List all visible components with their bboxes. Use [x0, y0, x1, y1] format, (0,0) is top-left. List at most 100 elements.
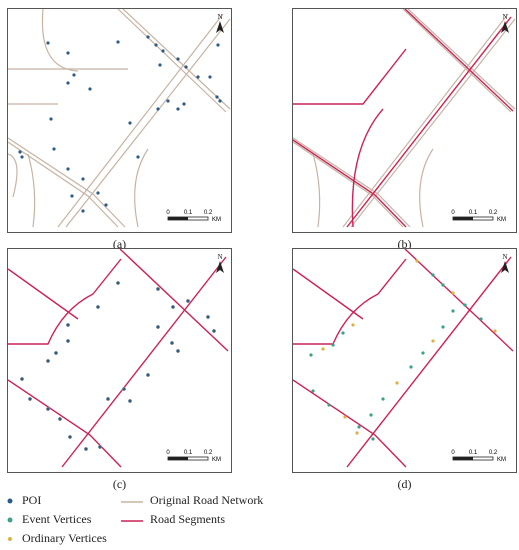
scale-bar-b: 0 0.1 0.2 KM [451, 210, 506, 223]
road-segment-legend-icon [121, 520, 143, 522]
poi-point [128, 399, 132, 403]
poi-point [182, 102, 186, 106]
legend-event-vertices: Event Vertices [22, 512, 92, 526]
poi-point [161, 49, 165, 53]
poi-point [104, 203, 108, 207]
poi-point [176, 107, 180, 111]
event-vertex [369, 413, 373, 417]
scale-tick-1: 0.1 [469, 210, 478, 216]
caption-c: (c) [112, 477, 127, 491]
ordinary-vertex [321, 347, 325, 351]
event-vertex [381, 397, 385, 401]
poi-point [156, 325, 160, 329]
scale-tick-1: 0.1 [469, 450, 478, 456]
legend-original-road-network: Original Road Network [150, 493, 264, 507]
poi-point [196, 75, 200, 79]
ordinary-vertex [451, 291, 455, 295]
event-vertex [341, 331, 345, 335]
poi-point [206, 315, 210, 319]
poi-point [20, 155, 24, 159]
ordinary-vertex [415, 259, 419, 263]
poi-point [156, 287, 160, 291]
vertices-layer-d [309, 259, 497, 441]
poi-point [46, 41, 50, 45]
scale-tick-0: 0 [451, 450, 455, 456]
poi-point [218, 99, 222, 103]
poi-point [66, 81, 70, 85]
poi-point [186, 299, 190, 303]
poi-point [154, 43, 158, 47]
map-c-svg: N 0 0.1 0.2 KM [8, 249, 229, 468]
road-segments-d [293, 249, 514, 468]
caption-b: (b) [397, 237, 412, 251]
poi-point [171, 305, 175, 309]
legend-road-segments: Road Segments [150, 512, 225, 526]
event-vertex [431, 273, 435, 277]
poi-point [66, 167, 70, 171]
road-segments-c [8, 249, 229, 468]
poi-point [66, 339, 70, 343]
poi-point [146, 35, 150, 39]
event-vertex [311, 389, 315, 393]
poi-point [212, 329, 216, 333]
poi-point [70, 194, 74, 198]
event-vertex [309, 353, 313, 357]
scale-tick-1: 0.1 [184, 450, 193, 456]
original-road-legend-icon [121, 501, 143, 503]
poi-point [46, 359, 50, 363]
caption-d: (d) [397, 477, 412, 491]
poi-point [88, 87, 92, 91]
event-vertex [441, 283, 445, 287]
poi-point [158, 63, 162, 67]
poi-point [46, 407, 50, 411]
event-vertex [451, 309, 455, 313]
poi-layer-c [20, 281, 216, 451]
road-segments-b [293, 9, 514, 228]
map-b-svg: N 0 0.1 0.2 KM [293, 9, 516, 228]
poi-point [96, 305, 100, 309]
scale-unit: KM [212, 217, 221, 223]
event-vertex [357, 425, 361, 429]
poi-point [96, 191, 100, 195]
poi-legend-icon [7, 498, 13, 504]
scale-unit: KM [497, 217, 506, 223]
poi-point [18, 150, 22, 154]
scale-unit: KM [212, 457, 221, 463]
poi-point [184, 65, 188, 69]
poi-point [166, 99, 170, 103]
poi-point [68, 435, 72, 439]
scale-tick-2: 0.2 [489, 210, 498, 216]
scale-bar-d: 0 0.1 0.2 KM [451, 450, 506, 463]
scale-bar-a: 0 0.1 0.2 KM [166, 210, 221, 223]
poi-point [215, 95, 219, 99]
north-label-d: N [502, 253, 507, 261]
poi-point [66, 323, 70, 327]
event-vertex [331, 343, 335, 347]
map-d-svg: N 0 0.1 0.2 KM [293, 249, 514, 468]
poi-layer-a [18, 35, 222, 213]
north-label-c: N [217, 253, 222, 261]
event-vertex [409, 365, 413, 369]
poi-point [116, 40, 120, 44]
scale-tick-2: 0.2 [204, 210, 213, 216]
poi-point [128, 121, 132, 125]
north-arrow-icon [216, 261, 224, 273]
poi-point [176, 349, 180, 353]
poi-point [122, 387, 126, 391]
event-vertex [371, 437, 375, 441]
poi-point [52, 147, 56, 151]
north-label-a: N [217, 13, 222, 21]
poi-point [81, 209, 85, 213]
map-panel-b: N 0 0.1 0.2 KM [292, 8, 517, 233]
poi-point [176, 57, 180, 61]
scale-unit: KM [497, 457, 506, 463]
ordinary-vertex [355, 431, 359, 435]
poi-point [216, 43, 220, 47]
map-a-svg: N 0 0.1 0.2 KM [8, 9, 231, 228]
map-panel-d: N 0 0.1 0.2 KM [292, 248, 517, 473]
original-road-network-b [293, 9, 516, 228]
ordinary-vertex [395, 381, 399, 385]
poi-point [84, 447, 88, 451]
original-road-network-a [8, 9, 231, 228]
map-panel-a: N 0 0.1 0.2 KM [7, 8, 232, 233]
